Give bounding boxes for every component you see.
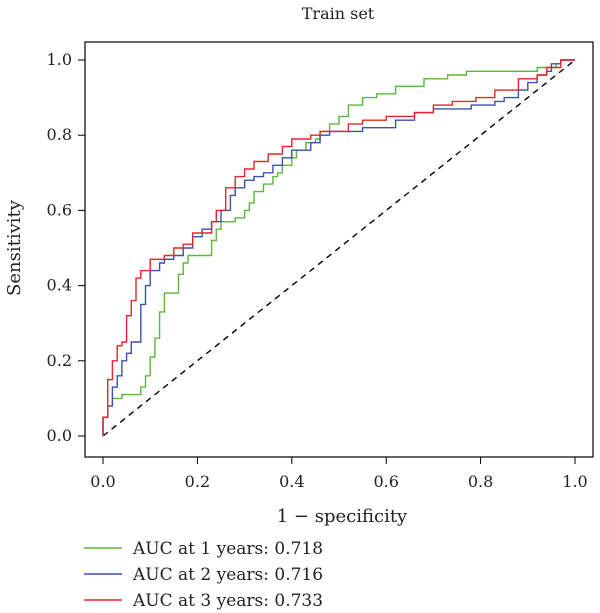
y-tick-label: 0.6 (47, 200, 72, 219)
roc-curve-series-1 (102, 59, 575, 436)
y-tick-label: 0.0 (47, 426, 72, 445)
x-tick-label: 0.2 (185, 472, 210, 491)
plot-frame (84, 41, 594, 458)
reference-diagonal-line (102, 59, 576, 437)
roc-curve-series-2 (102, 59, 575, 436)
y-axis: 0.0 0.2 0.4 0.6 0.8 1.0 (47, 50, 86, 445)
legend-label-series-2: AUC at 2 years: 0.716 (132, 565, 323, 585)
y-tick-label: 0.2 (47, 351, 72, 370)
legend: AUC at 1 years: 0.718 AUC at 2 years: 0.7… (84, 539, 323, 611)
roc-curve-series-3 (102, 59, 575, 436)
legend-label-series-3: AUC at 3 years: 0.733 (132, 591, 323, 611)
chart-title: Train set (302, 4, 375, 23)
y-tick-label: 0.4 (47, 276, 72, 295)
legend-label-series-1: AUC at 1 years: 0.718 (132, 539, 323, 559)
y-axis-title: Sensitivity (4, 199, 25, 296)
y-tick-label: 0.8 (47, 125, 72, 144)
x-axis-title: 1 − specificity (277, 506, 408, 527)
x-tick-label: 1.0 (562, 472, 587, 491)
x-tick-label: 0.4 (279, 472, 304, 491)
x-tick-label: 0.6 (373, 472, 398, 491)
x-tick-label: 0.8 (468, 472, 493, 491)
x-tick-label: 0.0 (90, 472, 115, 491)
plot-area (84, 41, 594, 458)
x-axis: 0.0 0.2 0.4 0.6 0.8 1.0 (90, 456, 588, 491)
y-tick-label: 1.0 (47, 50, 72, 69)
